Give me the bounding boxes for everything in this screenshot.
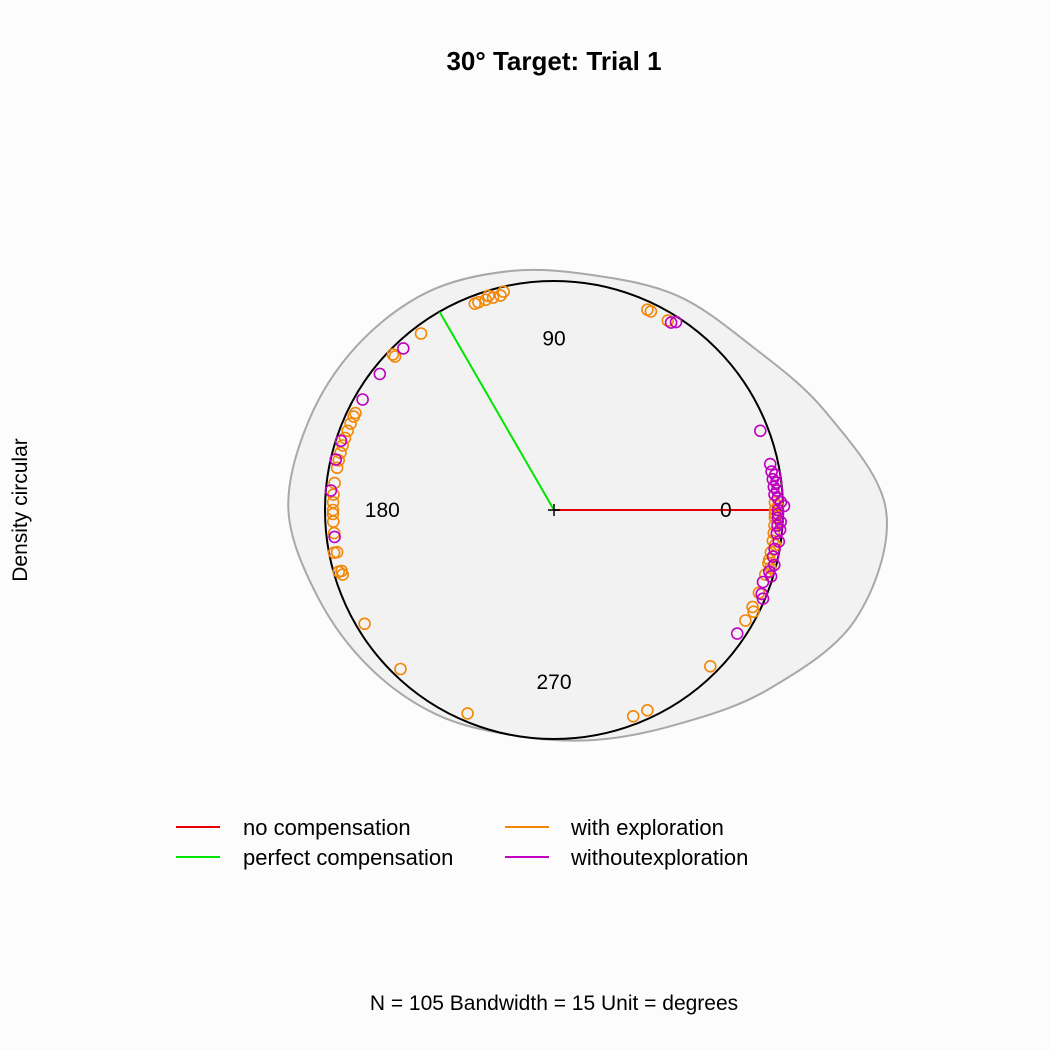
with-exploration-point-36: [461, 707, 474, 720]
with-exploration-point-21: [349, 406, 362, 420]
with-exploration-point-30: [327, 546, 341, 560]
with-exploration-point-8: [386, 348, 400, 361]
degree-label-270: 270: [536, 671, 571, 694]
with-exploration-point-56: [641, 703, 654, 717]
withoutexploration-point-3: [334, 434, 348, 448]
y-axis-label: Density circular: [9, 438, 32, 582]
with-exploration-point-18: [341, 424, 355, 438]
withoutexploration-point-4: [329, 453, 343, 466]
degree-label-90: 90: [542, 327, 565, 350]
withoutexploration-point-13: [766, 472, 780, 486]
with-exploration-point-11: [644, 305, 658, 318]
with-exploration-point-35: [394, 662, 407, 676]
with-exploration-point-6: [497, 285, 510, 299]
withoutexploration-point-5: [324, 484, 338, 497]
withoutexploration-point-17: [768, 488, 781, 501]
legend-label-perfect-compensation: perfect compensation: [243, 845, 453, 870]
with-exploration-point-26: [326, 507, 340, 521]
chart-title: 30° Target: Trial 1: [446, 46, 661, 76]
withoutexploration-point-30: [766, 550, 780, 563]
legend-label-no-compensation: no compensation: [243, 815, 411, 840]
withoutexploration-point-37: [730, 627, 744, 640]
withoutexploration-point-34: [756, 575, 770, 589]
perfect-compensation-line: [438, 311, 555, 511]
withoutexploration-point-29: [768, 542, 781, 556]
with-exploration-point-19: [344, 417, 357, 430]
x-axis-label: N = 105 Bandwidth = 15 Unit = degrees: [370, 992, 738, 1015]
legend: no compensation perfect compensation wit…: [176, 815, 748, 870]
withoutexploration-point-1: [373, 367, 387, 381]
with-exploration-point-9: [414, 327, 428, 340]
withoutexploration-point-21: [771, 503, 785, 517]
with-exploration-point-52: [746, 600, 759, 614]
with-exploration-point-55: [703, 659, 717, 673]
withoutexploration-point-9: [753, 424, 767, 438]
data-points: [324, 285, 791, 723]
withoutexploration-point-36: [756, 592, 770, 606]
degree-label-0: 0: [720, 499, 732, 522]
withoutexploration-point-35: [755, 587, 769, 601]
density-curve: [287, 268, 888, 742]
withoutexploration-point-28: [772, 535, 786, 548]
legend-label-with-exploration: with exploration: [570, 815, 724, 840]
withoutexploration-point-6: [328, 530, 341, 544]
degree-label-180: 180: [365, 499, 400, 522]
with-exploration-point-33: [336, 568, 350, 581]
withoutexploration-point-10: [763, 457, 777, 471]
legend-label-withoutexploration: withoutexploration: [570, 845, 748, 870]
withoutexploration-point-2: [356, 393, 369, 406]
with-exploration-point-13: [330, 461, 344, 475]
withoutexploration-point-27: [770, 527, 784, 540]
withoutexploration-point-15: [767, 480, 781, 494]
with-exploration-point-7: [388, 350, 402, 363]
with-exploration-point-34: [358, 617, 371, 631]
with-exploration-point-28: [327, 526, 341, 540]
center-cross: [548, 504, 560, 516]
withoutexploration-point-8: [669, 315, 683, 329]
with-exploration-point-57: [626, 709, 640, 723]
with-exploration-point-1: [472, 295, 485, 309]
withoutexploration-point-24: [774, 515, 788, 529]
with-exploration-point-5: [494, 289, 507, 302]
withoutexploration-point-26: [773, 523, 787, 537]
with-exploration-point-54: [739, 614, 752, 627]
withoutexploration-point-19: [774, 495, 788, 509]
with-exploration-point-4: [486, 291, 500, 304]
with-exploration-point-53: [747, 605, 760, 619]
withoutexploration-point-7: [664, 316, 678, 329]
withoutexploration-point-0: [396, 342, 410, 355]
withoutexploration-point-11: [765, 465, 778, 478]
